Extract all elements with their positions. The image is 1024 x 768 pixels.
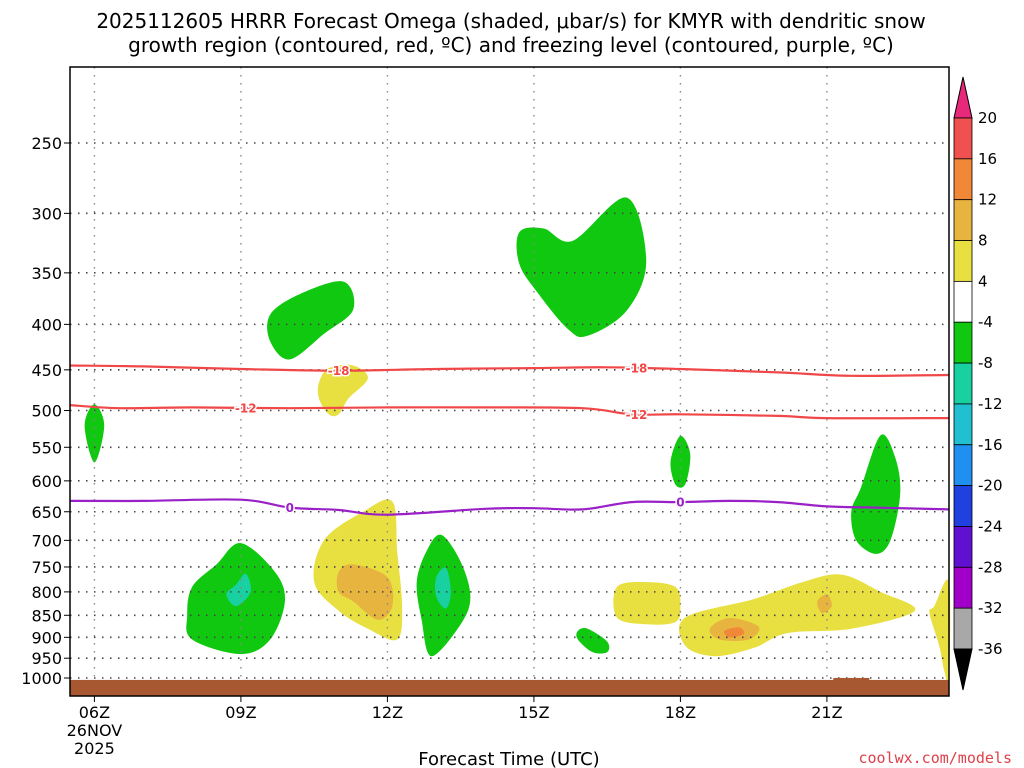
y-tick-label: 400: [31, 315, 62, 334]
chart-title: 2025112605 HRRR Forecast Omega (shaded, …: [96, 9, 925, 57]
colorbar-label: -36: [978, 640, 1003, 658]
omega-region: [435, 567, 451, 609]
omega-region: [267, 281, 355, 360]
colorbar-label: -4: [978, 313, 993, 331]
colorbar-bin: [953, 526, 973, 568]
omega-shading: [84, 197, 951, 684]
y-tick-label: 550: [31, 438, 62, 457]
title-line-1: 2025112605 HRRR Forecast Omega (shaded, …: [96, 9, 925, 33]
x-tick-label: 06Z: [79, 703, 110, 722]
colorbar-label: -8: [978, 354, 993, 372]
omega-region: [516, 197, 647, 338]
y-tick-label: 700: [31, 531, 62, 550]
y-tick-label: 300: [31, 204, 62, 223]
omega-region: [84, 404, 105, 463]
colorbar-label: 12: [978, 191, 997, 209]
title-line-2: growth region (contoured, red, ºC) and f…: [128, 33, 894, 57]
terrain-bump: [833, 677, 870, 682]
colorbar-label: 20: [978, 109, 997, 127]
plot-area: -18 -18 -12 -12 0 0: [69, 66, 951, 697]
colorbar-bin: [953, 280, 973, 323]
colorbar-bin: [953, 117, 973, 160]
colorbar-bottom-arrow: [953, 648, 973, 691]
x-tick-label: 09Z: [225, 703, 256, 722]
colorbar-bin: [953, 403, 973, 446]
colorbar-bin: [953, 158, 973, 201]
omega-region: [929, 579, 951, 684]
y-tick-label: 900: [31, 628, 62, 647]
contour-label: -12: [626, 408, 648, 422]
x-tick-year: 2025: [74, 739, 115, 758]
colorbar-top-arrow: [953, 76, 973, 119]
colorbar-bin: [953, 240, 973, 282]
colorbar-bin: [953, 485, 973, 527]
y-tick-label: 600: [31, 472, 62, 491]
contour-label: -18: [328, 364, 350, 378]
contour-label: 0: [286, 501, 294, 515]
colorbar-bin: [953, 566, 973, 609]
omega-region: [670, 435, 691, 488]
contour-line-0C: [69, 498, 950, 516]
colorbar-label: -28: [978, 558, 1003, 576]
y-axis-pressure: 250 300 350 400 450 500 550 600 650 700 750 800 850 9…: [21, 134, 70, 688]
contour-label: 0: [676, 496, 684, 510]
x-tick-date: 26NOV: [67, 721, 123, 740]
y-tick-label: 500: [31, 402, 62, 421]
x-tick-label: 12Z: [372, 703, 403, 722]
colorbar-label: 4: [978, 272, 988, 290]
omega-region: [851, 434, 901, 554]
y-tick-label: 1000: [21, 669, 62, 688]
gridlines: [70, 67, 949, 696]
contour-line--18C: [69, 364, 950, 377]
colorbar-bin: [953, 321, 973, 364]
contour-label: -18: [626, 361, 648, 375]
x-tick-label: 18Z: [665, 703, 696, 722]
x-tick-label: 21Z: [811, 703, 842, 722]
colorbar-legend: 20 16 12 8 4 -4 -8 -12 -16 -20 -24 -28 -32 -36: [953, 76, 1003, 691]
omega-region: [336, 564, 394, 620]
colorbar-label: -20: [978, 477, 1003, 495]
colorbar-bin: [953, 444, 973, 487]
y-tick-label: 650: [31, 503, 62, 522]
colorbar-bin: [953, 199, 973, 241]
x-tick-label: 15Z: [518, 703, 549, 722]
colorbar-label: -32: [978, 599, 1003, 617]
y-tick-label: 750: [31, 558, 62, 577]
omega-region: [723, 627, 745, 638]
y-tick-label: 800: [31, 583, 62, 602]
omega-region: [817, 594, 832, 614]
credit-text: coolwx.com/models: [858, 749, 1012, 767]
y-tick-label: 250: [31, 134, 62, 153]
omega-region: [576, 628, 610, 654]
omega-region: [613, 582, 681, 625]
colorbar-label: 8: [978, 232, 988, 250]
plot-frame: [69, 66, 950, 697]
contour-label: -12: [235, 401, 257, 415]
colorbar-bin: [953, 362, 973, 405]
colorbar-bin: [953, 607, 973, 650]
x-axis-label: Forecast Time (UTC): [418, 749, 599, 768]
omega-region: [317, 364, 368, 417]
contour-line--12C: [69, 404, 950, 420]
y-tick-label: 850: [31, 606, 62, 625]
terrain-ground: [70, 679, 949, 696]
y-tick-label: 450: [31, 361, 62, 380]
y-tick-label: 950: [31, 649, 62, 668]
colorbar-label: 16: [978, 150, 997, 168]
colorbar-label: -12: [978, 395, 1003, 413]
colorbar-label: -16: [978, 436, 1003, 454]
temperature-contours: -18 -18 -12 -12 0 0: [69, 360, 950, 517]
y-tick-label: 350: [31, 264, 62, 283]
omega-region: [226, 573, 252, 607]
colorbar-label: -24: [978, 517, 1003, 535]
